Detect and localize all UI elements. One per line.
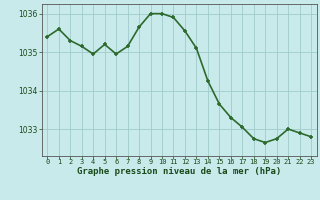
X-axis label: Graphe pression niveau de la mer (hPa): Graphe pression niveau de la mer (hPa) (77, 167, 281, 176)
